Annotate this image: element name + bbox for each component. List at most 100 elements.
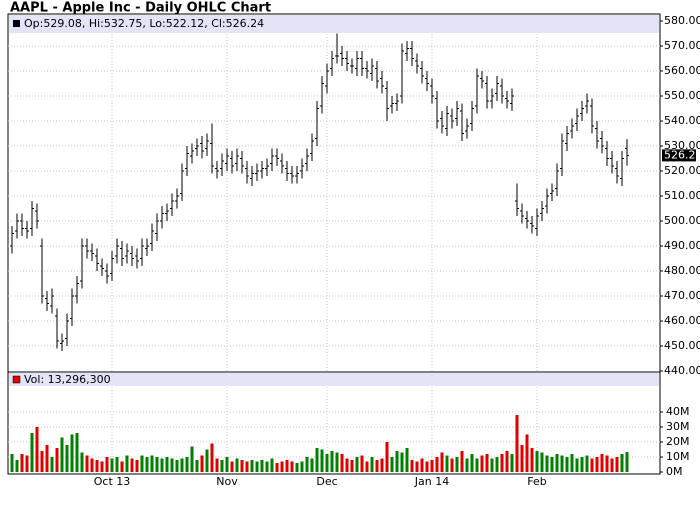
volume-bar [185,457,189,472]
volume-bar [470,454,474,472]
volume-bar [520,445,524,472]
volume-bar [245,461,249,472]
volume-bar [285,460,289,472]
volume-bar [290,461,294,472]
volume-bar [620,454,624,472]
volume-bar [180,458,184,472]
y-tick-label: 460.00 [664,314,700,327]
volume-bar [25,455,29,472]
price-legend-icon [13,20,20,27]
volume-bar [350,460,354,472]
volume-bar [595,457,599,472]
volume-bar [575,458,579,472]
volume-bar [330,451,334,472]
volume-bar [385,442,389,472]
volume-bar [400,452,404,472]
volume-bar [150,455,154,472]
volume-legend: Vol: 13,296,300 [24,373,111,386]
volume-bar [115,457,119,472]
y-tick-label: 540.00 [664,114,700,127]
volume-bar [445,455,449,472]
volume-bar [170,458,174,472]
volume-bar [375,460,379,472]
volume-bar [410,460,414,472]
volume-bar [305,457,309,472]
volume-bar [275,463,279,472]
volume-bar [140,455,144,472]
volume-bar [145,457,149,472]
x-tick-label: Jan 14 [414,475,449,488]
price-panel [7,13,661,373]
volume-bar [380,458,384,472]
volume-bar [555,454,559,472]
volume-bar [415,461,419,472]
volume-bar [45,445,49,472]
volume-bar [465,458,469,472]
y-tick-label: 30M [666,420,690,433]
volume-bar [85,455,89,472]
volume-bar [340,454,344,472]
x-tick-label: Nov [216,475,238,488]
volume-bar [280,461,284,472]
volume-bar [200,455,204,472]
y-tick-label: 40M [666,405,690,418]
volume-bar [430,460,434,472]
y-tick-label: 10M [666,450,690,463]
volume-bar [155,457,159,472]
volume-bar [265,461,269,472]
volume-bar [50,457,54,472]
volume-bar [110,458,114,472]
volume-bar [210,443,214,472]
volume-bar [515,415,519,472]
volume-bar [625,452,629,472]
volume-bar [460,451,464,472]
volume-bar [480,455,484,472]
x-tick-label: Dec [316,475,337,488]
volume-bar [40,451,44,472]
y-tick-label: 0M [666,465,683,478]
x-tick-label: Feb [527,475,546,488]
volume-bar [500,454,504,472]
y-tick-label: 470.00 [664,289,700,302]
volume-bar [100,461,104,472]
volume-bar [250,460,254,472]
volume-bar [455,457,459,472]
volume-bar [535,451,539,472]
last-price-box [662,149,696,162]
volume-bar [215,458,219,472]
volume-bar [600,454,604,472]
y-tick-label: 520.00 [664,164,700,177]
volume-bar [225,457,229,472]
last-price-label: 526.24 [664,148,700,161]
volume-bar [355,457,359,472]
y-tick-label: 500.00 [664,214,700,227]
volume-bar [580,457,584,472]
volume-bar [420,458,424,472]
y-tick-label: 560.00 [664,64,700,77]
volume-bar [405,448,409,472]
volume-bar [55,448,59,472]
volume-bar [195,460,199,472]
volume-bar [60,437,64,472]
volume-bar [615,457,619,472]
volume-bar [65,445,69,472]
volume-bar [485,454,489,472]
y-tick-label: 510.00 [664,189,700,202]
volume-bar [315,448,319,472]
volume-bar [10,454,14,472]
volume-bar [505,451,509,472]
volume-bar [30,433,34,472]
y-tick-label: 530.00 [664,139,700,152]
volume-bar [545,455,549,472]
volume-bar [450,458,454,472]
volume-bar [360,455,364,472]
volume-bar [550,457,554,472]
volume-bar [75,433,79,472]
x-tick-label: Oct 13 [94,475,131,488]
volume-bar [525,434,529,472]
volume-bar [345,458,349,472]
volume-bar [105,457,109,472]
volume-bar [295,463,299,472]
y-tick-label: 480.00 [664,264,700,277]
